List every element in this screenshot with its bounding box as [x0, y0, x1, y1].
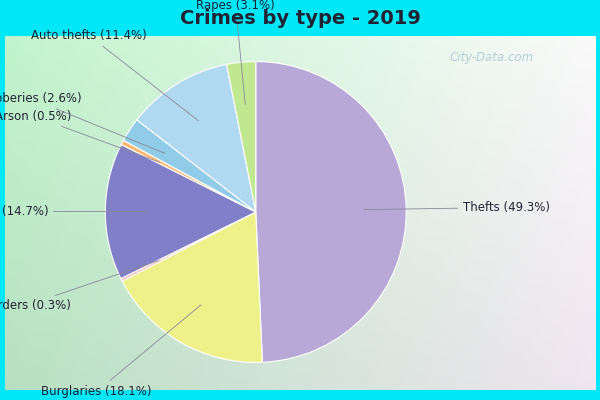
Text: Rapes (3.1%): Rapes (3.1%) — [196, 0, 275, 104]
Text: Burglaries (18.1%): Burglaries (18.1%) — [41, 305, 201, 398]
Wedge shape — [256, 62, 406, 362]
Wedge shape — [124, 120, 256, 212]
Wedge shape — [137, 64, 256, 212]
Text: Crimes by type - 2019: Crimes by type - 2019 — [179, 8, 421, 28]
Text: Murders (0.3%): Murders (0.3%) — [0, 260, 159, 312]
Wedge shape — [106, 144, 256, 279]
Wedge shape — [121, 140, 256, 212]
Wedge shape — [121, 212, 256, 281]
Text: Thefts (49.3%): Thefts (49.3%) — [364, 201, 550, 214]
Text: City-Data.com: City-Data.com — [450, 52, 534, 64]
Wedge shape — [122, 212, 262, 362]
Text: Arson (0.5%): Arson (0.5%) — [0, 110, 160, 162]
Text: Assaults (14.7%): Assaults (14.7%) — [0, 205, 148, 218]
Text: Auto thefts (11.4%): Auto thefts (11.4%) — [31, 29, 198, 121]
Text: Robberies (2.6%): Robberies (2.6%) — [0, 92, 165, 154]
Wedge shape — [227, 62, 256, 212]
